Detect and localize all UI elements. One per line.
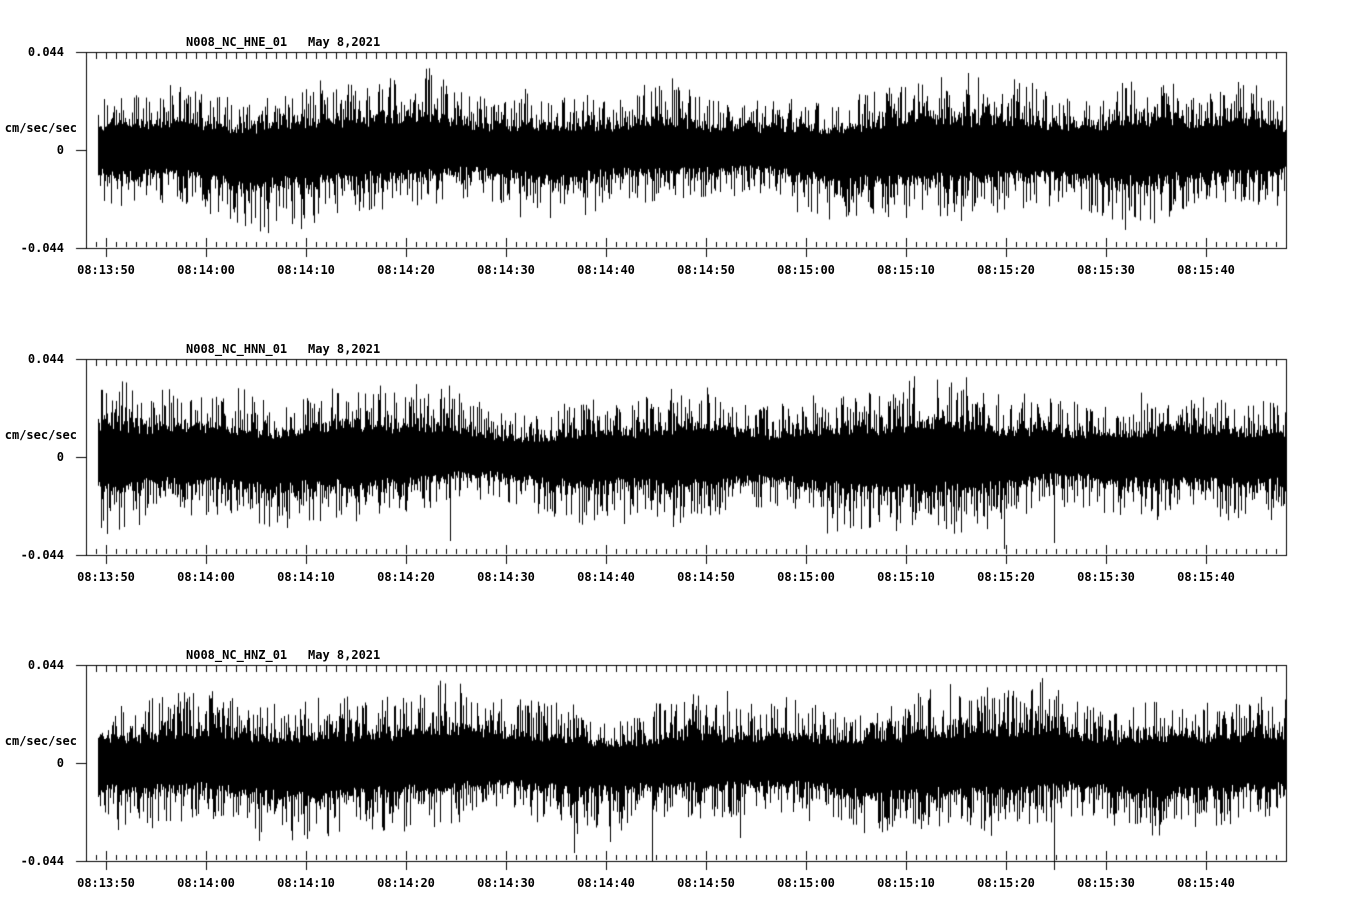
x-tick-label: 08:14:10 xyxy=(277,876,335,890)
x-tick-label: 08:13:50 xyxy=(77,570,135,584)
x-tick-label: 08:14:40 xyxy=(577,570,635,584)
x-tick-label: 08:14:20 xyxy=(377,876,435,890)
trace-date-label: May 8,2021 xyxy=(308,648,381,662)
x-axis-tick-labels: 08:13:50 08:14:00 08:14:10 08:14:20 08:14:30… xyxy=(0,570,1358,584)
x-tick-label: 08:15:00 xyxy=(777,570,835,584)
x-tick-label: 08:14:20 xyxy=(377,263,435,277)
x-tick-label: 08:14:00 xyxy=(177,876,235,890)
x-tick-label: 08:14:10 xyxy=(277,263,335,277)
x-tick-label: 08:14:30 xyxy=(477,263,535,277)
trace-station-label: N008_NC_HNN_01 xyxy=(186,342,288,356)
x-tick-label: 08:14:50 xyxy=(677,570,735,584)
y-tick-label-min: -0.044 xyxy=(20,548,64,562)
x-tick-label: 08:14:00 xyxy=(177,263,235,277)
panel-title: N008_NC_HNZ_01 May 8,2021 xyxy=(0,648,1358,662)
x-tick-label: 08:15:10 xyxy=(877,570,935,584)
x-tick-label: 08:14:20 xyxy=(377,570,435,584)
x-tick-label: 08:15:20 xyxy=(977,570,1035,584)
y-tick-label-max: 0.044 xyxy=(27,45,64,59)
x-tick-label: 08:15:40 xyxy=(1177,263,1235,277)
x-axis-tick-labels: 08:13:50 08:14:00 08:14:10 08:14:20 08:14:30… xyxy=(0,263,1358,277)
x-tick-label: 08:15:30 xyxy=(1077,263,1135,277)
x-tick-label: 08:15:20 xyxy=(977,876,1035,890)
x-axis-tick-labels: 08:13:50 08:14:00 08:14:10 08:14:20 08:14:30… xyxy=(0,876,1358,890)
y-axis-units-label: cm/sec/sec xyxy=(4,121,77,135)
y-tick-label-zero: 0 xyxy=(56,450,64,464)
trace-date-label: May 8,2021 xyxy=(308,342,381,356)
x-tick-label: 08:15:40 xyxy=(1177,570,1235,584)
y-tick-label-zero: 0 xyxy=(56,756,64,770)
y-tick-label-zero: 0 xyxy=(56,143,64,157)
y-axis-units-label: cm/sec/sec xyxy=(4,428,77,442)
x-tick-label: 08:14:00 xyxy=(177,570,235,584)
x-tick-label: 08:14:10 xyxy=(277,570,335,584)
trace-date-label: May 8,2021 xyxy=(308,35,381,49)
x-tick-label: 08:15:40 xyxy=(1177,876,1235,890)
y-tick-label-min: -0.044 xyxy=(20,241,64,255)
y-tick-label-max: 0.044 xyxy=(27,658,64,672)
panel-title: N008_NC_HNN_01 May 8,2021 xyxy=(0,342,1358,356)
x-tick-label: 08:15:10 xyxy=(877,263,935,277)
x-tick-label: 08:14:30 xyxy=(477,570,535,584)
x-tick-label: 08:15:00 xyxy=(777,876,835,890)
x-tick-label: 08:13:50 xyxy=(77,876,135,890)
x-tick-label: 08:15:10 xyxy=(877,876,935,890)
x-tick-label: 08:14:50 xyxy=(677,263,735,277)
y-axis-units-label: cm/sec/sec xyxy=(4,734,77,748)
x-tick-label: 08:14:40 xyxy=(577,263,635,277)
x-tick-label: 08:13:50 xyxy=(77,263,135,277)
x-tick-label: 08:15:30 xyxy=(1077,570,1135,584)
panel-title: N008_NC_HNE_01 May 8,2021 xyxy=(0,35,1358,49)
x-tick-label: 08:14:40 xyxy=(577,876,635,890)
x-tick-label: 08:14:30 xyxy=(477,876,535,890)
x-tick-label: 08:15:00 xyxy=(777,263,835,277)
x-tick-label: 08:15:20 xyxy=(977,263,1035,277)
trace-station-label: N008_NC_HNE_01 xyxy=(186,35,288,49)
y-tick-label-max: 0.044 xyxy=(27,352,64,366)
y-tick-label-min: -0.044 xyxy=(20,854,64,868)
x-tick-label: 08:15:30 xyxy=(1077,876,1135,890)
x-tick-label: 08:14:50 xyxy=(677,876,735,890)
trace-station-label: N008_NC_HNZ_01 xyxy=(186,648,288,662)
